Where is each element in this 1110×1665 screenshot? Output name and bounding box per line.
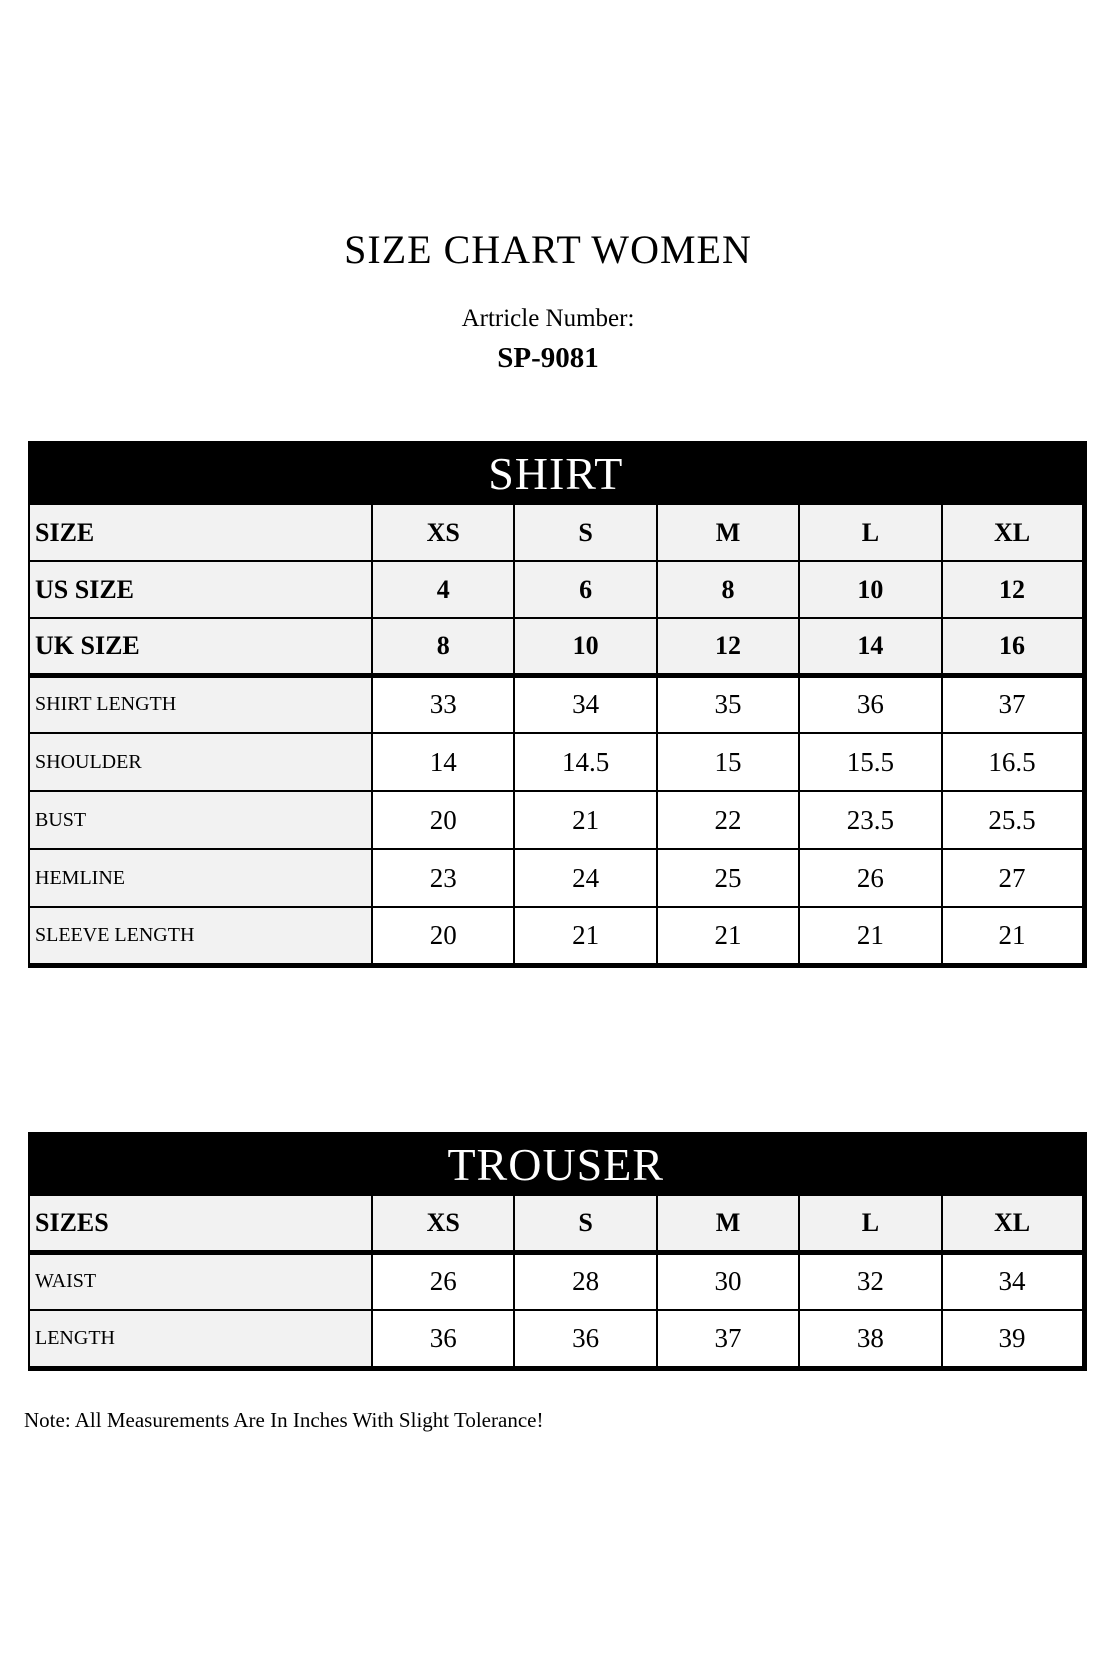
shirt-size-table: SHIRT SIZE XS S M L XL US SIZE 4 6 8 10 … — [27, 441, 1087, 968]
row-label: HEMLINE — [28, 848, 373, 908]
cell-value: 25.5 — [940, 790, 1086, 850]
cell-value: 21 — [513, 906, 658, 966]
cell-value: 35 — [655, 674, 801, 734]
table-row: LENGTH 36 36 37 38 39 — [28, 1309, 1086, 1369]
row-label: UK SIZE — [28, 617, 373, 678]
cell-value: 24 — [513, 848, 658, 908]
cell-value: 37 — [655, 1309, 801, 1369]
row-label: SLEEVE LENGTH — [28, 906, 373, 966]
cell-value: 8 — [655, 560, 801, 619]
row-label: US SIZE — [28, 560, 373, 619]
cell-value: 4 — [370, 560, 516, 619]
cell-value: 8 — [370, 617, 516, 678]
cell-value: 14 — [798, 617, 943, 678]
cell-value: 38 — [798, 1309, 943, 1369]
cell-value: L — [798, 503, 943, 562]
cell-value: L — [798, 1194, 943, 1255]
note-text: Note: All Measurements Are In Inches Wit… — [24, 1408, 544, 1432]
cell-value: 32 — [798, 1251, 943, 1311]
row-label: SHIRT LENGTH — [28, 674, 373, 734]
cell-value: 20 — [370, 790, 516, 850]
cell-value: XL — [940, 503, 1086, 562]
trouser-table-title: TROUSER — [27, 1132, 1086, 1196]
article-number-label: Artricle Number: — [461, 305, 635, 332]
table-row: WAIST 26 28 30 32 34 — [28, 1251, 1086, 1311]
table-row: SHIRT LENGTH 33 34 35 36 37 — [28, 674, 1086, 734]
cell-value: M — [655, 503, 801, 562]
row-label: SHOULDER — [28, 732, 373, 792]
cell-value: 10 — [798, 560, 943, 619]
cell-value: 36 — [798, 674, 943, 734]
cell-value: 16 — [940, 617, 1086, 678]
cell-value: 16.5 — [940, 732, 1086, 792]
cell-value: 14.5 — [513, 732, 658, 792]
cell-value: XL — [940, 1194, 1086, 1255]
table-row: SLEEVE LENGTH 20 21 21 21 21 — [28, 906, 1086, 966]
cell-value: 14 — [370, 732, 516, 792]
cell-value: 21 — [940, 906, 1086, 966]
cell-value: 36 — [513, 1309, 658, 1369]
cell-value: 28 — [513, 1251, 658, 1311]
cell-value: 23 — [370, 848, 516, 908]
cell-value: 26 — [370, 1251, 516, 1311]
cell-value: 21 — [655, 906, 801, 966]
cell-value: 30 — [655, 1251, 801, 1311]
table-row: SIZES XS S M L XL — [28, 1194, 1086, 1255]
row-label: LENGTH — [28, 1309, 373, 1369]
cell-value: S — [513, 503, 658, 562]
cell-value: 22 — [655, 790, 801, 850]
cell-value: XS — [370, 503, 516, 562]
row-label: WAIST — [28, 1251, 373, 1311]
page-title: SIZE CHART WOMEN — [344, 227, 752, 272]
table-row: US SIZE 4 6 8 10 12 — [28, 560, 1086, 619]
cell-value: 21 — [513, 790, 658, 850]
trouser-size-table: TROUSER SIZES XS S M L XL WAIST 26 28 30… — [27, 1132, 1087, 1371]
table-row: SHOULDER 14 14.5 15 15.5 16.5 — [28, 732, 1086, 792]
cell-value: 23.5 — [798, 790, 943, 850]
cell-value: 25 — [655, 848, 801, 908]
cell-value: 15.5 — [798, 732, 943, 792]
table-row: UK SIZE 8 10 12 14 16 — [28, 617, 1086, 678]
cell-value: M — [655, 1194, 801, 1255]
cell-value: S — [513, 1194, 658, 1255]
cell-value: 12 — [940, 560, 1086, 619]
cell-value: 34 — [940, 1251, 1086, 1311]
table-row: SIZE XS S M L XL — [28, 503, 1086, 562]
cell-value: 6 — [513, 560, 658, 619]
shirt-table-title: SHIRT — [27, 441, 1086, 505]
cell-value: 27 — [940, 848, 1086, 908]
cell-value: 20 — [370, 906, 516, 966]
cell-value: 21 — [798, 906, 943, 966]
row-label: SIZES — [28, 1194, 373, 1255]
cell-value: XS — [370, 1194, 516, 1255]
table-row: HEMLINE 23 24 25 26 27 — [28, 848, 1086, 908]
cell-value: 33 — [370, 674, 516, 734]
cell-value: 37 — [940, 674, 1086, 734]
cell-value: 26 — [798, 848, 943, 908]
row-label: BUST — [28, 790, 373, 850]
table-row: SHIRT — [27, 441, 1086, 505]
cell-value: 10 — [513, 617, 658, 678]
cell-value: 15 — [655, 732, 801, 792]
cell-value: 12 — [655, 617, 801, 678]
table-row: BUST 20 21 22 23.5 25.5 — [28, 790, 1086, 850]
table-row: TROUSER — [27, 1132, 1086, 1196]
cell-value: 39 — [940, 1309, 1086, 1369]
cell-value: 34 — [513, 674, 658, 734]
cell-value: 36 — [370, 1309, 516, 1369]
row-label: SIZE — [28, 503, 373, 562]
article-number: SP-9081 — [497, 342, 599, 374]
